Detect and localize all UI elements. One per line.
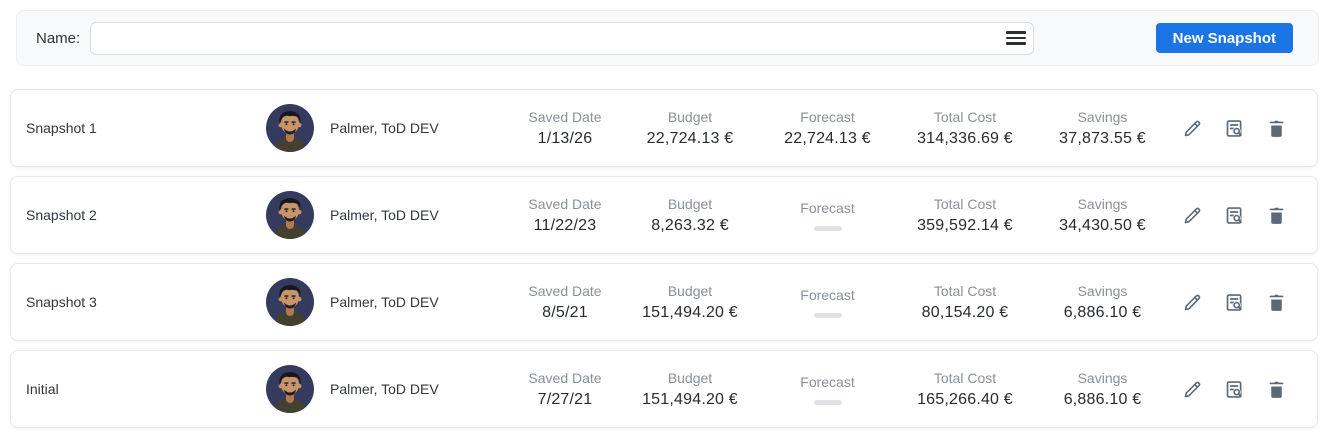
budget-label: Budget [667,195,713,212]
total-cost-cell: Total Cost 359,592.14 € [895,196,1035,235]
saved-date-cell: Saved Date 11/22/23 [510,196,620,235]
trash-icon[interactable] [1266,118,1287,139]
total-cost-value: 165,266.40 € [917,390,1013,408]
forecast-cell: Forecast [760,200,895,231]
edit-pencil-icon[interactable] [1182,292,1203,313]
snapshot-owner: Palmer, ToD DEV [330,120,439,136]
budget-cell: Budget 8,263.32 € [620,196,760,235]
user-avatar [266,365,314,413]
snapshot-row: Initial Palmer, ToD DEV Saved Date 7/27/… [10,350,1318,428]
snapshot-owner: Palmer, ToD DEV [330,294,439,310]
budget-value: 151,494.20 € [642,390,738,408]
row-actions [1182,379,1305,400]
savings-label: Savings [1077,282,1128,299]
snapshot-owner: Palmer, ToD DEV [330,381,439,397]
budget-label: Budget [667,282,713,299]
budget-value: 151,494.20 € [642,303,738,321]
savings-value: 34,430.50 € [1059,216,1146,234]
file-search-icon[interactable] [1224,379,1245,400]
user-avatar [266,278,314,326]
row-actions [1182,292,1305,313]
budget-cell: Budget 22,724.13 € [620,109,760,148]
savings-cell: Savings 37,873.55 € [1035,109,1170,148]
total-cost-value: 314,336.69 € [917,129,1013,147]
budget-value: 8,263.32 € [651,216,729,234]
saved-date-label: Saved Date [528,108,602,125]
savings-cell: Savings 34,430.50 € [1035,196,1170,235]
budget-value: 22,724.13 € [646,129,734,147]
user-avatar [266,191,314,239]
forecast-label: Forecast [800,373,855,390]
row-actions [1182,118,1305,139]
file-search-icon[interactable] [1224,118,1245,139]
savings-label: Savings [1077,108,1128,125]
forecast-value: 22,724.13 € [784,129,871,147]
savings-value: 6,886.10 € [1063,303,1142,321]
edit-pencil-icon[interactable] [1182,118,1203,139]
saved-date-label: Saved Date [528,195,602,212]
total-cost-label: Total Cost [933,195,997,212]
snapshot-row: Snapshot 3 Palmer, ToD DEV Saved Date 8/… [10,263,1318,341]
total-cost-cell: Total Cost 314,336.69 € [895,109,1035,148]
forecast-empty-placeholder [813,312,842,318]
savings-label: Savings [1077,369,1128,386]
snapshot-row: Snapshot 1 Palmer, ToD DEV Saved Date 1/… [10,89,1318,167]
budget-label: Budget [667,108,713,125]
edit-pencil-icon[interactable] [1182,379,1203,400]
total-cost-value: 359,592.14 € [917,216,1013,234]
snapshot-name: Snapshot 1 [26,120,97,136]
budget-label: Budget [667,369,713,386]
snapshot-row: Snapshot 2 Palmer, ToD DEV Saved Date 11… [10,176,1318,254]
forecast-empty-placeholder [813,399,842,405]
snapshot-name: Initial [26,381,59,397]
saved-date-cell: Saved Date 7/27/21 [510,370,620,409]
total-cost-value: 80,154.20 € [921,303,1009,321]
file-search-icon[interactable] [1224,292,1245,313]
savings-cell: Savings 6,886.10 € [1035,370,1170,409]
new-snapshot-button[interactable]: New Snapshot [1155,23,1293,53]
trash-icon[interactable] [1266,379,1287,400]
name-filter-input[interactable] [90,21,1035,55]
trash-icon[interactable] [1266,292,1287,313]
saved-date-value: 8/5/21 [542,303,588,321]
forecast-label: Forecast [800,108,855,125]
saved-date-value: 1/13/26 [537,129,593,147]
savings-value: 6,886.10 € [1063,390,1142,408]
forecast-cell: Forecast 22,724.13 € [760,109,895,148]
forecast-label: Forecast [800,286,855,303]
name-filter-wrap [90,21,1035,55]
snapshot-list: Snapshot 1 Palmer, ToD DEV Saved Date 1/… [10,89,1318,428]
saved-date-cell: Saved Date 1/13/26 [510,109,620,148]
savings-value: 37,873.55 € [1059,129,1146,147]
total-cost-label: Total Cost [933,282,997,299]
budget-cell: Budget 151,494.20 € [620,370,760,409]
snapshot-name: Snapshot 2 [26,207,97,223]
row-actions [1182,205,1305,226]
snapshot-name: Snapshot 3 [26,294,97,310]
saved-date-value: 7/27/21 [537,390,593,408]
name-filter-label: Name: [36,29,81,47]
saved-date-value: 11/22/23 [533,216,597,234]
forecast-empty-placeholder [813,225,842,231]
trash-icon[interactable] [1266,205,1287,226]
savings-cell: Savings 6,886.10 € [1035,283,1170,322]
total-cost-cell: Total Cost 80,154.20 € [895,283,1035,322]
forecast-cell: Forecast [760,374,895,405]
total-cost-label: Total Cost [933,108,997,125]
saved-date-label: Saved Date [528,282,602,299]
saved-date-label: Saved Date [528,369,602,386]
savings-label: Savings [1077,195,1128,212]
user-avatar [266,104,314,152]
edit-pencil-icon[interactable] [1182,205,1203,226]
total-cost-label: Total Cost [933,369,997,386]
file-search-icon[interactable] [1224,205,1245,226]
forecast-label: Forecast [800,199,855,216]
snapshot-owner: Palmer, ToD DEV [330,207,439,223]
saved-date-cell: Saved Date 8/5/21 [510,283,620,322]
budget-cell: Budget 151,494.20 € [620,283,760,322]
forecast-cell: Forecast [760,287,895,318]
total-cost-cell: Total Cost 165,266.40 € [895,370,1035,409]
hamburger-icon[interactable] [1006,30,1027,46]
filter-toolbar: Name: New Snapshot [16,10,1319,66]
